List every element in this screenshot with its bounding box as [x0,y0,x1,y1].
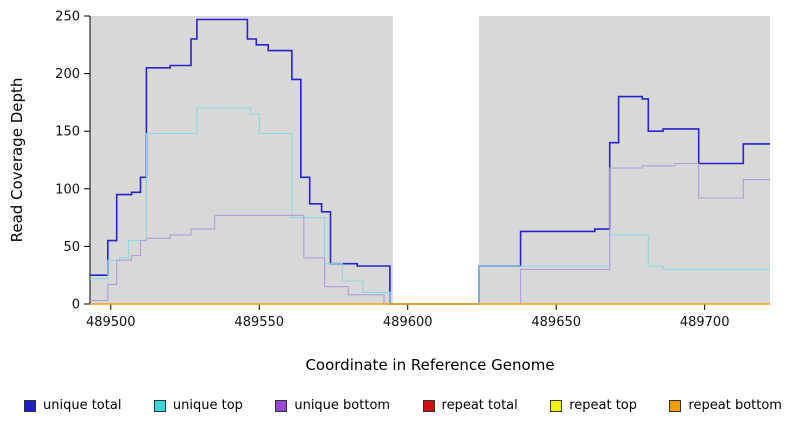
x-tick-label: 489650 [531,315,581,330]
x-axis-ticks: 489500 489550 489600 489650 489700 [86,304,730,330]
series-unique-bottom [90,162,770,305]
legend-item-unique-bottom: unique bottom [275,398,390,413]
legend-swatch-unique-total [24,399,36,412]
y-tick-label: 100 [55,182,80,197]
y-axis-label: Read Coverage Depth [8,77,26,243]
legend-label: repeat bottom [688,398,782,413]
x-tick-label: 489550 [234,315,284,330]
legend-swatch-unique-bottom [275,399,288,412]
legend-swatch-repeat-total [422,399,435,412]
y-axis-ticks: 0 50 100 150 200 250 [55,10,90,313]
legend-label: unique total [43,398,122,413]
x-tick-label: 489600 [383,315,433,330]
legend-swatch-unique-top [153,399,166,412]
x-tick-label: 489700 [680,315,730,330]
legend-swatch-repeat-bottom [669,399,682,412]
legend-item-repeat-bottom: repeat bottom [669,398,782,413]
series-unique-total [90,18,770,305]
y-tick-label: 0 [72,298,80,313]
legend-label: unique bottom [294,398,391,413]
coverage-gap-region [392,16,479,304]
legend-label: repeat top [569,398,637,413]
legend-label: repeat total [441,398,518,413]
y-tick-label: 50 [63,240,80,255]
legend-swatch-repeat-top [550,399,563,412]
legend-item-repeat-total: repeat total [422,398,518,413]
x-axis-label: Coordinate in Reference Genome [305,356,555,374]
legend-item-unique-total: unique total [24,398,121,413]
x-tick-label: 489500 [86,315,136,330]
legend-item-unique-top: unique top [153,398,243,413]
legend-item-repeat-top: repeat top [550,398,637,413]
y-tick-label: 200 [55,67,80,82]
y-tick-label: 250 [55,10,80,25]
y-tick-label: 150 [55,125,80,140]
legend: unique total unique top unique bottom repea… [24,398,782,413]
legend-label: unique top [172,398,243,413]
